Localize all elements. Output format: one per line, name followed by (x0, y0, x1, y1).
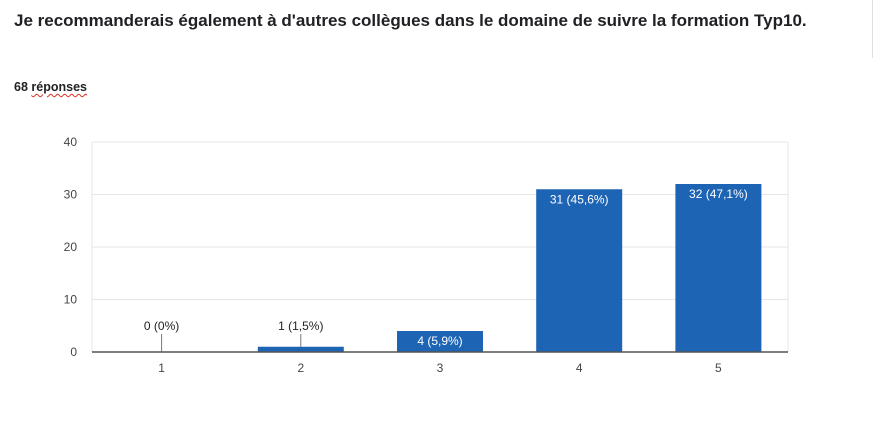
response-count-number: 68 (14, 80, 28, 94)
y-tick-label: 30 (64, 188, 78, 202)
response-count: 68 réponses (14, 80, 87, 94)
y-tick-label: 10 (64, 293, 78, 307)
y-tick-label: 0 (70, 345, 77, 359)
data-label: 1 (1,5%) (278, 319, 323, 333)
x-tick-label: 4 (576, 361, 583, 375)
y-tick-label: 20 (64, 240, 78, 254)
data-label: 32 (47,1%) (689, 187, 748, 201)
bar (536, 189, 623, 352)
data-label: 31 (45,6%) (550, 192, 609, 206)
x-tick-label: 1 (158, 361, 165, 375)
y-tick-label: 40 (64, 135, 78, 149)
bar (675, 184, 762, 352)
question-title: Je recommanderais également à d'autres c… (14, 11, 807, 30)
response-count-label: réponses (31, 80, 87, 94)
bar (257, 346, 344, 352)
x-tick-label: 3 (437, 361, 444, 375)
panel-divider (872, 0, 873, 58)
data-label: 4 (5,9%) (417, 334, 462, 348)
bar (397, 331, 483, 352)
x-tick-label: 5 (715, 361, 722, 375)
data-label: 0 (0%) (144, 319, 179, 333)
x-tick-label: 2 (297, 361, 304, 375)
